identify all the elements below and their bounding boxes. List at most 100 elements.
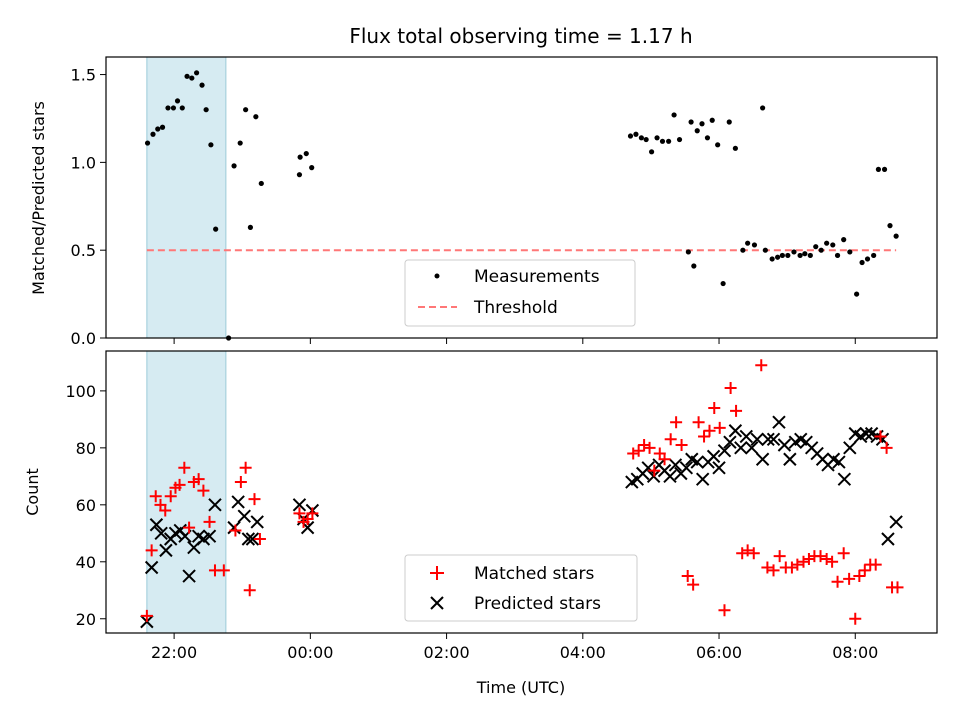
matched-star-point — [149, 490, 162, 503]
matched-star-point — [627, 447, 640, 460]
top-y-tick-label: 1.0 — [71, 153, 96, 172]
x-axis-label: Time (UTC) — [476, 678, 565, 697]
top-y-tick-label: 1.5 — [71, 66, 96, 85]
matched-star-point — [858, 564, 871, 577]
matched-star-point — [145, 544, 158, 557]
measurement-point — [775, 254, 781, 260]
measurement-point — [666, 138, 672, 144]
matched-star-point — [234, 476, 247, 489]
measurement-point — [659, 138, 666, 144]
measurement-point — [704, 135, 711, 141]
matched-star-point — [703, 424, 716, 437]
predicted-star-point — [745, 441, 759, 455]
measurement-point — [303, 150, 309, 157]
matched-star-point — [767, 564, 780, 577]
matched-star-point — [708, 401, 721, 414]
predicted-star-point — [231, 495, 245, 509]
matched-star-point — [736, 547, 749, 560]
measurement-point — [847, 249, 853, 255]
matched-star-point — [183, 521, 196, 534]
matched-star-point — [797, 555, 810, 568]
predicted-star-point — [783, 452, 797, 466]
legend-measurements-label: Measurements — [474, 267, 600, 287]
measurement-point — [203, 107, 209, 113]
measurement-point — [297, 154, 303, 160]
measurement-point — [841, 237, 847, 243]
measurement-point — [691, 263, 697, 269]
measurement-point — [170, 105, 177, 111]
bottom-panel — [140, 350, 904, 634]
top-highlight-band — [146, 56, 227, 339]
measurement-point — [751, 242, 758, 248]
measurement-point — [150, 131, 156, 137]
top-x-axis — [173, 338, 856, 344]
measurement-point — [237, 140, 243, 146]
matched-star-point — [164, 490, 177, 503]
measurement-point — [875, 166, 882, 172]
matched-star-point — [820, 552, 833, 565]
matched-star-point — [869, 558, 882, 571]
matched-star-point — [713, 421, 726, 434]
matched-star-point — [880, 441, 893, 454]
top-legend: Measurements Threshold — [404, 259, 636, 327]
measurement-point — [688, 119, 694, 125]
measurement-point — [791, 249, 797, 255]
predicted-star-point — [832, 455, 846, 469]
matched-star-point — [192, 473, 205, 486]
matched-star-point — [849, 612, 862, 625]
predicted-star-point — [723, 435, 737, 449]
measurement-point — [871, 252, 877, 259]
measurement-point — [309, 165, 315, 171]
matched-star-point — [173, 478, 186, 491]
measurement-point — [864, 256, 871, 262]
predicted-star-point — [668, 458, 683, 472]
matched-star-point — [178, 461, 191, 474]
measurement-point — [854, 291, 860, 297]
bottom-y-tick-label: 40 — [76, 553, 96, 572]
matched-star-point — [197, 484, 210, 497]
measurement-point — [633, 131, 639, 137]
top-panel — [144, 56, 899, 341]
predicted-star-point — [227, 520, 241, 535]
matched-stars-series — [140, 359, 904, 625]
predicted-star-point — [739, 429, 753, 444]
matched-star-point — [730, 404, 743, 417]
x-tick-label: 06:00 — [696, 643, 742, 662]
measurement-point — [643, 136, 649, 143]
matched-star-point — [670, 416, 683, 429]
bottom-y-tick-label: 60 — [76, 496, 96, 515]
measurement-point — [785, 252, 791, 259]
measurement-point — [779, 252, 785, 259]
measurement-point — [627, 133, 634, 139]
predicted-star-point — [679, 461, 694, 475]
matched-star-point — [692, 416, 705, 429]
top-y-axis-label: Matched/Predicted stars — [29, 101, 48, 295]
measurement-point — [165, 105, 171, 111]
legend-measurements-marker — [434, 273, 440, 279]
measurement-point — [654, 135, 660, 141]
matched-star-point — [791, 558, 804, 571]
measurement-point — [887, 223, 893, 229]
bottom-highlight-band — [146, 350, 227, 634]
measurement-point — [676, 136, 683, 143]
matched-star-point — [243, 584, 256, 597]
matched-star-point — [664, 433, 677, 446]
measurement-point — [179, 105, 185, 111]
x-tick-label: 08:00 — [832, 643, 878, 662]
matched-star-point — [761, 561, 774, 574]
top-y-tick-label: 0.5 — [71, 241, 96, 260]
measurement-point — [144, 140, 151, 146]
measurement-point — [769, 256, 775, 262]
matched-star-point — [843, 572, 856, 585]
predicted-star-point — [208, 498, 222, 512]
measurement-point — [818, 247, 824, 253]
measurement-point — [699, 121, 705, 127]
measurement-point — [797, 252, 803, 259]
predicted-star-point — [237, 509, 251, 523]
matched-star-point — [217, 564, 230, 577]
bottom-legend: Matched stars Predicted stars — [404, 554, 638, 622]
matched-star-point — [802, 552, 815, 565]
measurement-point — [740, 247, 746, 253]
measurement-point — [199, 82, 205, 88]
measurement-point — [732, 145, 738, 151]
